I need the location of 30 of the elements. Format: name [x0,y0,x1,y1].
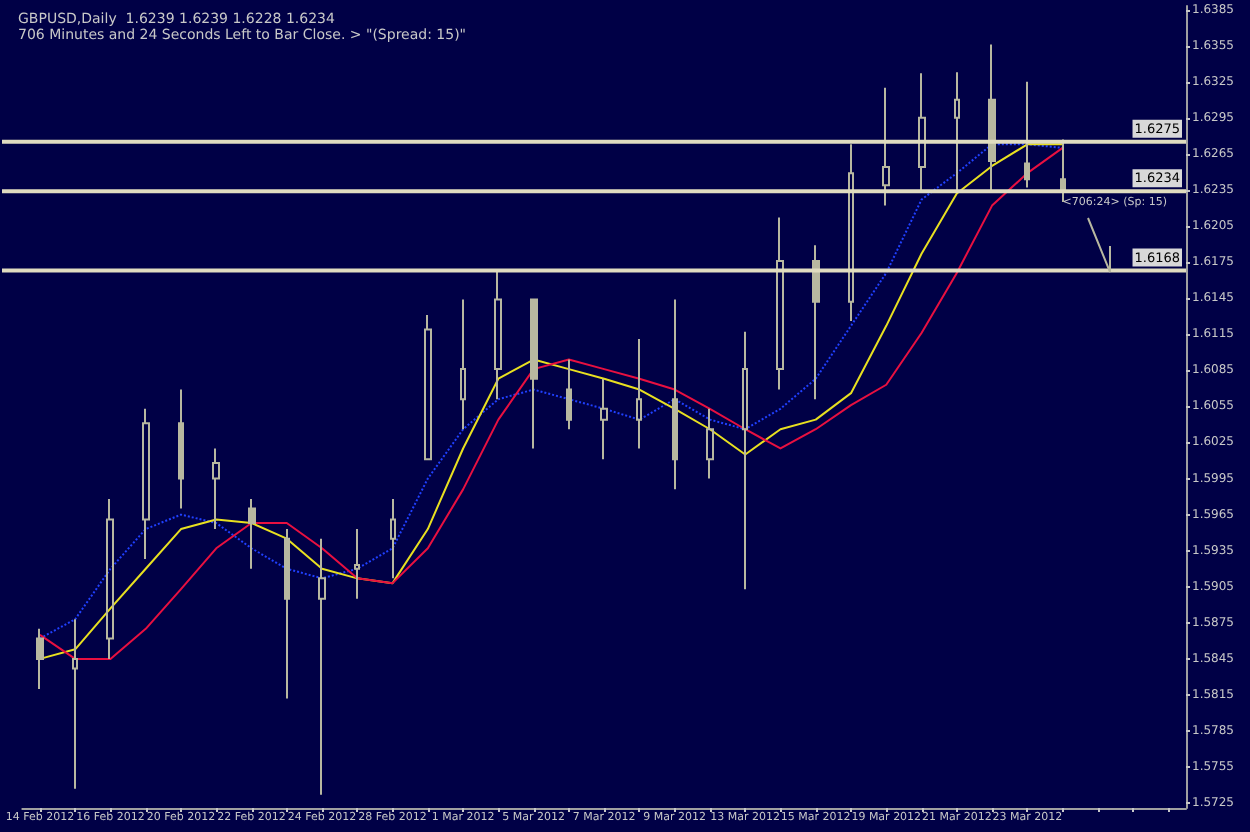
candlestick [106,497,114,660]
candlestick [954,71,960,193]
candlestick [142,407,150,561]
candlestick [848,143,854,323]
candlestick [636,338,642,450]
candlestick [318,537,326,796]
candlestick [882,86,890,207]
candlestick [742,330,748,591]
candlestick [424,314,432,461]
candlestick [212,447,220,531]
candlestick [988,43,996,193]
candlestick [672,298,678,491]
candlestick [776,216,784,391]
candlestick [600,377,608,461]
candlestick [284,528,290,700]
candlestick [1024,80,1030,189]
candlestick [706,407,714,480]
candlestick [72,618,78,790]
candlestick [248,497,256,570]
candlestick [178,388,184,510]
candlestick [530,298,538,450]
candlestick [390,497,396,580]
candlestick [36,627,44,690]
candlestick [1060,138,1066,203]
candlestick [494,268,502,401]
candlestick [812,244,820,401]
candlestick [918,72,926,193]
candlestick [460,298,466,431]
candlestick [566,358,572,431]
candlestick [354,528,360,600]
